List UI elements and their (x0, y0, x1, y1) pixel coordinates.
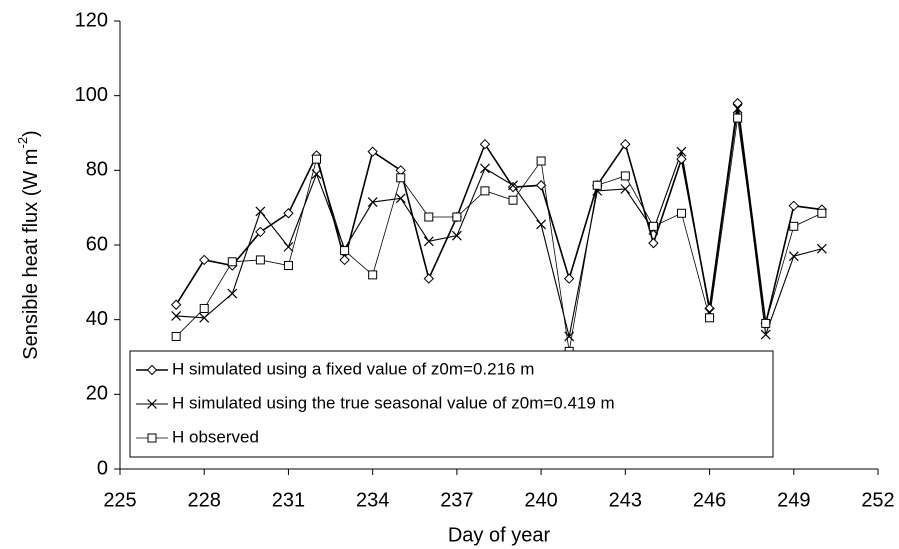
data-point (761, 318, 771, 328)
data-point (452, 212, 462, 222)
data-point (479, 138, 491, 150)
data-point (170, 299, 182, 310)
data-point (789, 221, 799, 231)
data-point (311, 169, 322, 179)
legend-marker (146, 364, 158, 376)
data-point (368, 270, 378, 280)
data-point (733, 113, 743, 123)
data-point (620, 138, 631, 150)
legend-marker (147, 399, 157, 409)
y-tick-label: 0 (97, 457, 108, 479)
data-point (536, 219, 547, 230)
data-point (788, 200, 799, 212)
data-point (676, 153, 687, 165)
legend-box (129, 350, 774, 458)
x-tick-label: 234 (356, 489, 389, 511)
y-tick-label: 100 (75, 84, 108, 106)
data-point (423, 273, 435, 284)
data-point (563, 273, 575, 284)
data-point (367, 146, 378, 157)
data-point (508, 195, 518, 205)
data-point (451, 230, 462, 241)
series-line (176, 108, 822, 337)
data-point (283, 261, 293, 271)
y-tick-label: 20 (86, 383, 108, 405)
data-point (171, 331, 181, 341)
data-point (255, 206, 266, 217)
data-point (367, 197, 378, 207)
data-point (508, 180, 518, 191)
legend-marker (147, 433, 157, 443)
y-axis-title-superscript: -2 (15, 137, 30, 149)
data-point (564, 331, 575, 342)
data-point (255, 255, 265, 265)
data-point (283, 208, 294, 219)
x-tick-label: 231 (272, 489, 305, 511)
x-tick-label: 252 (861, 489, 894, 511)
y-axis-title-text: ) (20, 130, 42, 137)
data-point (676, 146, 687, 157)
data-point (171, 311, 182, 321)
x-tick-label: 240 (524, 489, 557, 511)
y-tick-label: 40 (86, 308, 108, 330)
data-point (480, 163, 490, 174)
legend: H simulated using a fixed value of z0m=0… (129, 350, 774, 458)
data-point (480, 186, 490, 196)
data-point (199, 312, 210, 323)
x-tick-label: 237 (440, 489, 473, 511)
legend-label: H simulated using a fixed value of z0m=0… (172, 359, 534, 378)
legend-label: H simulated using the true seasonal valu… (172, 393, 615, 412)
x-axis-title: Day of year (448, 524, 551, 546)
series-line (175, 103, 822, 324)
data-point (732, 103, 743, 114)
data-point (816, 243, 827, 254)
y-tick-label: 80 (86, 159, 108, 181)
x-tick-label: 243 (609, 489, 642, 511)
data-point (312, 154, 322, 164)
data-point (507, 181, 519, 193)
series-line (175, 118, 823, 352)
data-point (199, 254, 210, 266)
data-point (227, 288, 238, 299)
x-tick-label: 249 (777, 489, 810, 511)
data-point (620, 184, 631, 194)
data-point (788, 251, 799, 262)
data-point (423, 236, 434, 247)
data-point (732, 97, 743, 109)
data-point (648, 221, 658, 231)
data-point (340, 246, 350, 256)
data-point (760, 329, 771, 340)
y-tick-label: 120 (75, 9, 108, 31)
data-point (535, 180, 547, 191)
data-point (424, 212, 434, 222)
data-point (395, 193, 406, 204)
data-point (817, 208, 827, 218)
x-tick-label: 225 (103, 489, 136, 511)
data-point (227, 257, 237, 267)
x-tick-label: 228 (188, 489, 221, 511)
data-point (255, 226, 266, 238)
y-axis-title: Sensible heat flux (W m-2) (15, 130, 42, 359)
legend-label: H observed (172, 427, 259, 446)
y-tick-label: 60 (86, 233, 108, 255)
data-point (283, 241, 294, 252)
data-point (648, 237, 659, 249)
data-point (592, 180, 602, 190)
data-point (199, 303, 209, 313)
data-point (396, 173, 406, 183)
data-point (339, 254, 350, 266)
data-point (676, 208, 686, 218)
y-axis-title-text: Sensible heat flux (W m (20, 149, 42, 360)
data-point (536, 156, 546, 166)
data-point (705, 313, 715, 323)
x-tick-label: 246 (693, 489, 726, 511)
data-point (620, 171, 630, 181)
